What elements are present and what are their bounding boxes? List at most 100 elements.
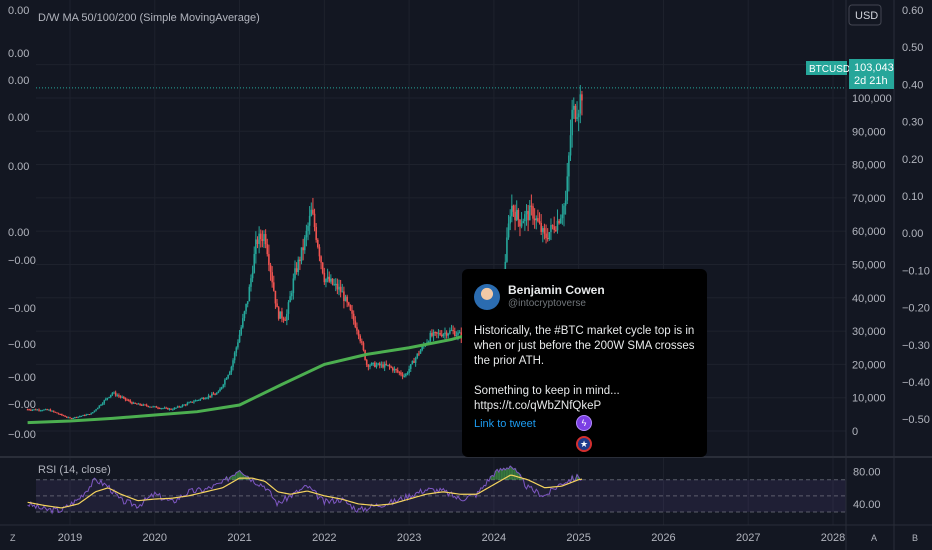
candle-body <box>440 334 443 337</box>
price-tick-label: 50,000 <box>852 259 886 271</box>
tweet-card[interactable]: Benjamin Cowen @intocryptoverse Historic… <box>462 269 707 457</box>
candle-body <box>341 291 344 293</box>
rsi-title[interactable]: RSI (14, close) <box>38 464 111 476</box>
candle-body <box>303 237 306 251</box>
candle-body <box>98 405 101 408</box>
rsi-overbought-fill <box>240 472 243 480</box>
candle-body <box>242 318 244 328</box>
candle-body <box>367 364 370 367</box>
candle-body <box>167 407 169 410</box>
price-tag: BTCUSD 103,043 2d 21h <box>806 59 894 89</box>
indicator-tick-label: 0.10 <box>902 191 923 203</box>
candle-body <box>519 219 521 227</box>
candle-body <box>365 359 368 365</box>
rsi-overbought-fill <box>512 469 515 480</box>
candle-body <box>444 332 446 335</box>
study-title[interactable]: D/W MA 50/100/200 (Simple MovingAverage) <box>38 12 260 24</box>
candle-body <box>65 416 68 418</box>
tweet-author-name[interactable]: Benjamin Cowen <box>508 283 605 297</box>
price-scale[interactable]: 0 10,000 20,000 30,000 40,000 50,000 60,000 70,… <box>852 60 892 438</box>
left-tick-label: −0.00 <box>8 372 36 384</box>
candle-body <box>336 283 339 290</box>
candle-body <box>271 272 273 283</box>
candle-body <box>269 265 272 273</box>
candle-body <box>452 330 454 332</box>
lightning-icon[interactable]: ϟ <box>576 415 592 431</box>
flag-icon[interactable]: ★ <box>576 436 592 452</box>
candle-body <box>388 364 391 367</box>
candle-body <box>59 413 62 415</box>
symbol-tag: BTCUSD <box>809 64 850 75</box>
rsi-ma-line <box>27 474 583 509</box>
zoom-reset-icon[interactable]: Z <box>10 533 16 543</box>
candle-body <box>129 400 132 403</box>
candle-body <box>245 303 247 312</box>
candle-body <box>352 313 355 321</box>
indicator-tick-label: 0.40 <box>902 79 923 91</box>
candle-body <box>186 403 189 405</box>
time-tick-label: 2020 <box>143 532 167 544</box>
candle-body <box>370 363 373 366</box>
candle-body <box>356 327 358 331</box>
candle-body <box>442 334 445 337</box>
candle-body <box>299 259 301 262</box>
time-tick-label: 2027 <box>736 532 760 544</box>
candle-body <box>44 409 47 411</box>
candle-body <box>282 318 285 320</box>
candle-body <box>515 209 518 221</box>
candle-body <box>525 210 528 215</box>
candle-body <box>527 210 529 221</box>
candle-body <box>149 406 151 408</box>
link-to-tweet[interactable]: Link to tweet <box>474 418 536 430</box>
candle-body <box>250 278 252 287</box>
left-scale[interactable]: 0.00 0.00 0.00 0.00 0.00 0.00 −0.00 −0.00 −0.00 −… <box>8 5 36 441</box>
last-price-label: 103,043 <box>854 62 894 74</box>
auto-scale-toggle[interactable]: A <box>871 533 877 543</box>
price-tick-label: 40,000 <box>852 293 886 305</box>
indicator-scale[interactable]: 0.60 0.50 0.40 0.30 0.20 0.10 0.00 −0.10 −0.20 −0… <box>845 0 930 550</box>
log-scale-toggle[interactable]: B <box>912 533 918 543</box>
candle-body <box>237 342 239 348</box>
left-tick-label: 0.00 <box>8 48 29 60</box>
candle-body <box>581 94 583 101</box>
candle-body <box>82 415 84 417</box>
candle-body <box>238 334 241 343</box>
candle-body <box>524 214 526 222</box>
candle-body <box>418 353 420 355</box>
candle-body <box>559 218 562 224</box>
candle-body <box>202 397 205 399</box>
avatar[interactable] <box>474 283 500 310</box>
candle-body <box>162 408 164 410</box>
candle-body <box>87 414 89 416</box>
candle-body <box>142 404 145 406</box>
left-tick-label: −0.00 <box>8 339 36 351</box>
rsi-overbought-fill <box>497 472 500 480</box>
candle-body <box>564 200 567 206</box>
time-tick-label: 2028 <box>821 532 845 544</box>
candle-body <box>392 367 394 371</box>
candle-body <box>421 346 423 351</box>
candle-body <box>317 239 319 248</box>
currency-label: USD <box>855 10 878 22</box>
candle-body <box>264 234 267 245</box>
rsi-overbought-fill <box>504 469 507 480</box>
currency-button[interactable]: USD <box>848 4 882 26</box>
time-scale[interactable]: 2019 2020 2021 2022 2023 2024 2025 2026 2027 2028 <box>0 524 932 544</box>
candle-body <box>258 233 260 245</box>
rsi-scale[interactable]: 40.00 80.00 <box>853 467 881 511</box>
candle-body <box>414 357 417 363</box>
candle-body <box>453 330 456 336</box>
candle-body <box>38 409 40 411</box>
candle-body <box>106 397 109 399</box>
candle-body <box>320 256 322 263</box>
candle-body <box>56 412 58 414</box>
candle-body <box>378 363 381 366</box>
indicator-tick-label: −0.30 <box>902 340 930 352</box>
tweet-url[interactable]: https://t.co/qWbZNfQkeP <box>474 400 602 412</box>
tweet-author-handle[interactable]: @intocryptoverse <box>508 298 586 309</box>
candle-body <box>274 290 277 304</box>
rsi-overbought-fill <box>520 477 523 480</box>
candle-body <box>243 311 246 319</box>
rsi-overbought-fill <box>233 475 236 480</box>
candle-body <box>308 215 311 226</box>
